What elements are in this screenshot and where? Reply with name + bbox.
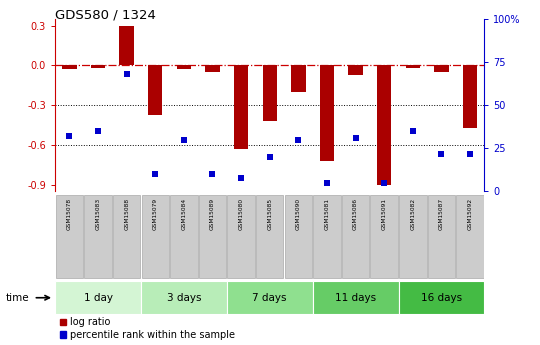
Point [179, 137, 188, 142]
Point [151, 171, 160, 177]
Point [437, 151, 446, 156]
Point [465, 151, 475, 156]
Bar [234, 66, 248, 149]
Text: GSM15088: GSM15088 [124, 197, 129, 230]
Point [94, 128, 103, 134]
Text: GSM15092: GSM15092 [468, 197, 472, 230]
Bar [177, 66, 191, 69]
Bar [262, 66, 277, 121]
Bar [406, 66, 420, 68]
Text: GSM15078: GSM15078 [67, 197, 72, 230]
Text: GSM15080: GSM15080 [239, 197, 244, 230]
Bar [113, 195, 140, 278]
Text: GSM15090: GSM15090 [296, 197, 301, 230]
Point [266, 154, 274, 160]
Bar [148, 66, 163, 115]
Point [322, 180, 331, 186]
Bar [62, 66, 77, 69]
Bar [313, 195, 341, 278]
Text: 7 days: 7 days [253, 293, 287, 303]
Bar [256, 195, 284, 278]
Bar [199, 195, 226, 278]
Bar [205, 66, 220, 72]
Bar [320, 66, 334, 161]
Bar [56, 195, 83, 278]
Bar [399, 195, 427, 278]
Bar [291, 66, 306, 92]
Bar [377, 66, 392, 185]
Bar [428, 195, 455, 278]
Text: 1 day: 1 day [84, 293, 112, 303]
Bar [141, 195, 169, 278]
Text: GSM15081: GSM15081 [325, 197, 329, 229]
Bar [342, 195, 369, 278]
Text: GSM15091: GSM15091 [382, 197, 387, 229]
Text: GSM15083: GSM15083 [96, 197, 100, 230]
Text: GSM15089: GSM15089 [210, 197, 215, 230]
Bar [399, 281, 484, 314]
Bar [370, 195, 398, 278]
Bar [55, 281, 141, 314]
Text: 16 days: 16 days [421, 293, 462, 303]
Point [237, 175, 246, 180]
Point [122, 71, 131, 77]
Point [208, 171, 217, 177]
Bar [285, 195, 312, 278]
Point [408, 128, 417, 134]
Text: GSM15082: GSM15082 [410, 197, 415, 230]
Point [380, 180, 389, 186]
Text: GSM15079: GSM15079 [153, 197, 158, 230]
Text: GDS580 / 1324: GDS580 / 1324 [55, 9, 156, 22]
Bar [227, 195, 255, 278]
Bar [463, 66, 477, 128]
Bar [119, 26, 134, 66]
Bar [434, 66, 449, 72]
Bar [91, 66, 105, 68]
Point [351, 135, 360, 141]
Point [65, 134, 73, 139]
Text: time: time [5, 293, 29, 303]
Text: GSM15084: GSM15084 [181, 197, 186, 230]
Text: GSM15087: GSM15087 [439, 197, 444, 230]
Bar [456, 195, 484, 278]
Bar [348, 66, 363, 75]
Bar [84, 195, 112, 278]
Bar [170, 195, 198, 278]
Legend: log ratio, percentile rank within the sample: log ratio, percentile rank within the sa… [60, 317, 235, 340]
Text: 3 days: 3 days [167, 293, 201, 303]
Text: GSM15086: GSM15086 [353, 197, 358, 229]
Bar [227, 281, 313, 314]
Bar [313, 281, 399, 314]
Bar [141, 281, 227, 314]
Point [294, 137, 303, 142]
Text: GSM15085: GSM15085 [267, 197, 272, 230]
Text: 11 days: 11 days [335, 293, 376, 303]
